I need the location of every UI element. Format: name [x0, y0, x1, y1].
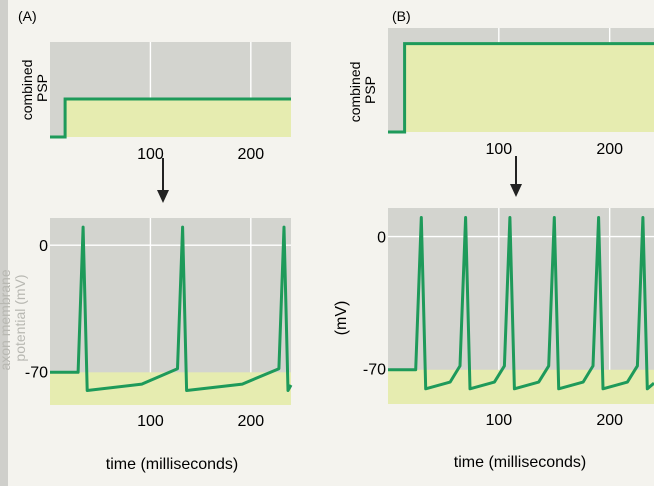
panel-a-vm-xtick-200: 200 [237, 413, 264, 430]
panel-b-xlabel: time (milliseconds) [454, 454, 586, 471]
page-edge-shadow [0, 0, 8, 486]
panel-b-psp-plot [388, 28, 654, 134]
panel-a-vm-ylabel-line2: potential (mV) [12, 274, 28, 361]
panel-b-arrow-down-icon [510, 156, 522, 197]
panel-a-vm-ylabel-line1: axon membrane [0, 269, 13, 370]
panel-a-vm-plot [50, 218, 293, 405]
panel-b-psp-ylabel-line2: PSP [362, 76, 378, 104]
panel-b-vm-ytick-0: 0 [377, 230, 386, 247]
panel-b-vm-ytick-minus70: -70 [363, 362, 386, 379]
panel-b-vm-plot [388, 208, 654, 404]
panel-a: (A) combined PSP 100 200 axon membr [0, 8, 293, 473]
panel-b-psp-area [404, 43, 654, 132]
panel-a-label: (A) [18, 8, 37, 24]
panel-a-psp-plot [50, 42, 291, 139]
panel-b-psp-trace [388, 42, 654, 134]
panel-b: (B) combined PSP 100 200 (mV) 0 -7 [333, 8, 654, 471]
panel-b-psp-xtick-100: 100 [485, 141, 512, 158]
panel-a-psp-ylabel: combined PSP [19, 56, 50, 121]
panel-a-psp-xtick-200: 200 [237, 146, 264, 163]
panel-b-vm-xtick-200: 200 [596, 412, 623, 429]
panel-a-xlabel: time (milliseconds) [106, 456, 238, 473]
panel-a-psp-area [65, 99, 291, 137]
panel-a-vm-xtick-100: 100 [137, 413, 164, 430]
panel-b-vm-xtick-100: 100 [485, 412, 512, 429]
panel-a-psp-ylabel-line2: PSP [34, 74, 50, 102]
panel-b-psp-ylabel-line1: combined [347, 62, 363, 123]
panel-a-vm-ytick-minus70: -70 [25, 364, 48, 381]
panel-a-vm-ytick-0: 0 [39, 238, 48, 255]
panel-b-psp-ylabel: combined PSP [347, 58, 378, 123]
panel-a-vm-trace [50, 225, 293, 392]
panel-b-vm-trace [388, 216, 654, 391]
panel-a-psp-ylabel-line1: combined [19, 60, 35, 121]
panel-b-label: (B) [392, 8, 411, 24]
panel-a-vm-ylabel: axon membrane potential (mV) [0, 265, 28, 370]
panel-a-psp-xtick-100: 100 [137, 146, 164, 163]
panel-b-vm-ylabel: (mV) [333, 301, 350, 336]
panel-b-psp-xtick-200: 200 [596, 141, 623, 158]
panel-a-arrow-down-icon [157, 158, 169, 203]
panel-a-psp-trace [50, 97, 291, 139]
